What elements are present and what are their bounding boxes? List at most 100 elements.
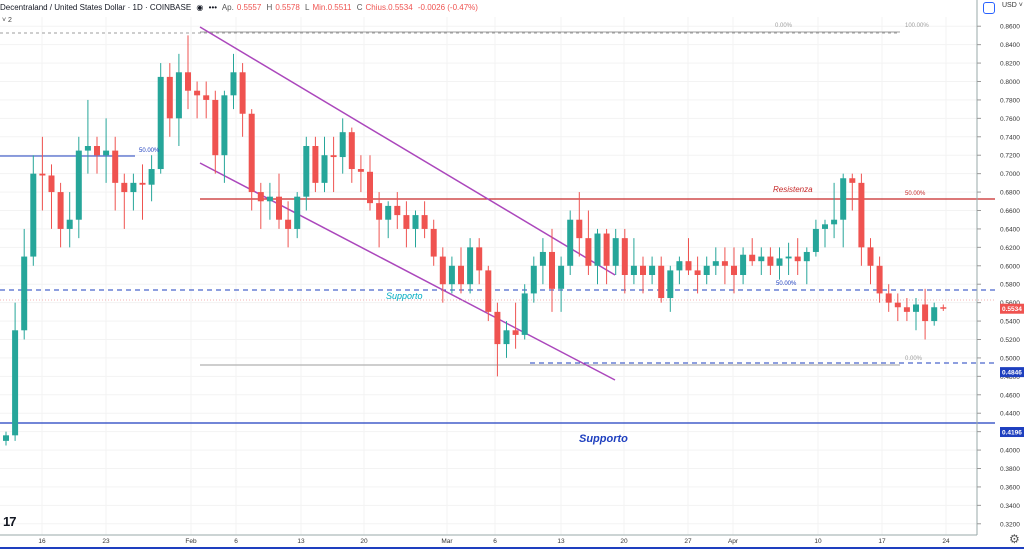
candle-body: [357, 169, 364, 172]
candle-body: [348, 132, 355, 170]
candle-body: [931, 307, 938, 322]
candle-body: [66, 219, 73, 229]
candle-body: [831, 219, 838, 225]
time-axis[interactable]: 16 23 Feb 6 13 20 Mar 6 13 20 27 Apr 10 17 24: [0, 534, 1024, 549]
candle-body: [139, 182, 146, 185]
y-tick-label: 0.6400: [1000, 226, 1020, 233]
candle-body: [767, 256, 774, 266]
collapse-indicators-button[interactable]: ˅ 2: [2, 17, 12, 24]
y-tick-label: 0.7400: [1000, 134, 1020, 141]
candle-body: [758, 256, 765, 262]
price-tag-label: 0.5534: [1002, 306, 1022, 313]
candle-body: [721, 261, 728, 266]
candle-body: [512, 330, 519, 335]
y-tick-label: 0.6800: [1000, 190, 1020, 197]
eye-icon[interactable]: ◉: [196, 3, 204, 12]
candle-body: [239, 72, 246, 114]
annotation-support-2: Supporto: [579, 433, 628, 445]
candle-body: [194, 90, 201, 96]
candle-body: [712, 261, 719, 266]
candle-body: [685, 261, 692, 271]
y-tick-label: 0.7800: [1000, 97, 1020, 104]
candle-body: [412, 215, 419, 229]
x-tick-label: 23: [102, 538, 110, 545]
candle-body: [294, 196, 301, 229]
y-tick-label: 0.4400: [1000, 411, 1020, 418]
y-tick-label: 0.5400: [1000, 319, 1020, 326]
candle-body: [303, 146, 310, 197]
candle-body: [785, 256, 792, 259]
candle-body: [603, 233, 610, 266]
x-tick-label: 16: [38, 538, 46, 545]
candle-body: [157, 76, 164, 170]
open-label: Ap.: [221, 3, 234, 12]
candle-body: [121, 182, 128, 193]
more-icon[interactable]: •••: [208, 3, 218, 12]
x-tick-label: 20: [360, 538, 368, 545]
candle-body: [922, 304, 929, 322]
candle-body: [148, 169, 155, 185]
candle-body: [330, 155, 337, 158]
x-tick-label: 24: [942, 538, 950, 545]
candle-body: [48, 175, 55, 193]
candle-body: [421, 215, 428, 229]
x-tick-label: 17: [878, 538, 886, 545]
y-tick-label: 0.7200: [1000, 153, 1020, 160]
low-value: Min.0.5511: [312, 3, 352, 12]
y-tick-label: 0.4600: [1000, 392, 1020, 399]
gear-icon[interactable]: ⚙: [1009, 532, 1020, 546]
candle-body: [621, 238, 628, 275]
currency-selector[interactable]: USD ˅: [1002, 2, 1023, 9]
candle-body: [913, 304, 919, 312]
annotation-fib-50-right: 50.00%: [905, 191, 926, 197]
candle-body: [230, 72, 237, 96]
candle-body: [903, 307, 910, 312]
y-tick-label: 0.5200: [1000, 337, 1020, 344]
high-value: 0.5578: [275, 3, 300, 12]
symbol-title[interactable]: Decentraland / United States Dollar · 1D…: [0, 3, 192, 12]
annotation-fib-top-0: 0.00%: [775, 23, 793, 29]
candle-body: [367, 171, 373, 204]
y-tick-label: 0.3200: [1000, 521, 1020, 528]
candles: [3, 35, 947, 446]
candle-body: [321, 155, 328, 183]
candle-body: [257, 192, 264, 202]
x-tick-label: 27: [684, 538, 692, 545]
y-tick-label: 0.6000: [1000, 263, 1020, 270]
annotation-fib-50-left: 50.00%: [139, 148, 160, 154]
candle-body: [731, 265, 737, 275]
candle-body: [203, 95, 210, 100]
candle-body: [858, 182, 865, 248]
y-tick-label: 0.8200: [1000, 61, 1020, 68]
x-tick-label: 6: [493, 538, 497, 545]
price-tag-box: [1000, 427, 1024, 438]
candle-body: [558, 265, 565, 289]
currency-badge-icon[interactable]: [983, 2, 995, 14]
y-tick-label: 0.3400: [1000, 503, 1020, 510]
candle-body: [175, 72, 182, 119]
tradingview-logo: 17: [3, 514, 17, 529]
y-tick-label: 0.3800: [1000, 466, 1020, 473]
candle-body: [822, 224, 828, 229]
symbol-header: Decentraland / United States Dollar · 1D…: [0, 0, 976, 16]
candle-body: [266, 196, 273, 202]
annotation-resistance: Resistenza: [773, 185, 813, 194]
price-axis[interactable]: 0.8600 0.8400 0.8200 0.8000 0.7800 0.7600 0.74…: [976, 0, 1020, 535]
candle-body: [876, 265, 883, 294]
candle-body: [885, 293, 892, 303]
candle-body: [640, 265, 646, 275]
candle-body: [439, 256, 446, 285]
candle-body: [394, 205, 401, 216]
price-tag-label: 0.4846: [1002, 370, 1022, 377]
candle-body: [585, 238, 592, 266]
candle-body: [285, 219, 292, 229]
y-tick-label: 0.6600: [1000, 208, 1020, 215]
change-value: -0.0026 (-0.47%): [417, 3, 478, 12]
candle-body: [503, 330, 510, 345]
candle-body: [549, 251, 555, 289]
annotation-fib-bottom-0: 0.00%: [905, 356, 923, 362]
x-tick-label: 13: [557, 538, 565, 545]
candle-body: [3, 435, 9, 441]
candle-body: [940, 307, 947, 309]
